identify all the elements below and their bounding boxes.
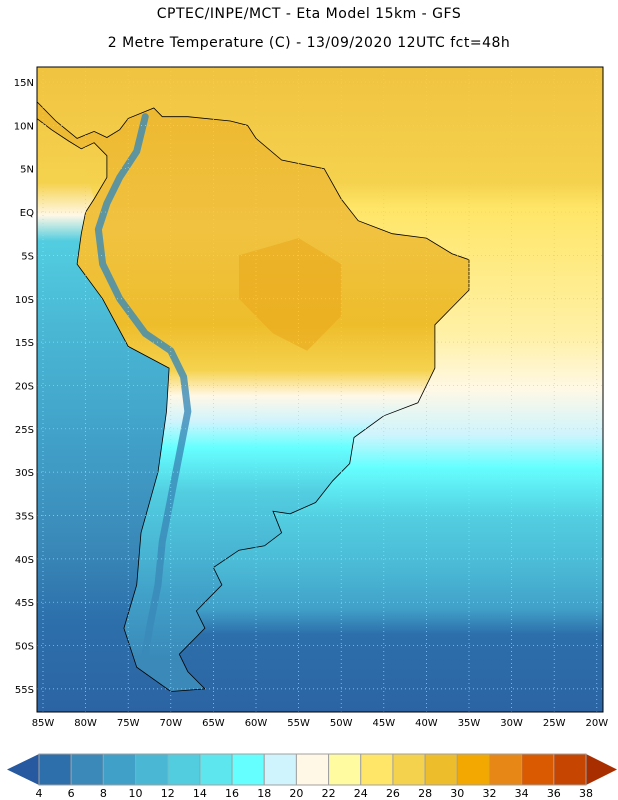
colorbar-swatch — [521, 753, 555, 786]
colorbar-tick-label: 4 — [36, 787, 43, 800]
colorbar-swatch — [263, 753, 297, 786]
colorbar-tick-label: 8 — [100, 787, 107, 800]
latitude-label: 15S — [15, 338, 34, 349]
longitude-label: 35W — [458, 718, 481, 729]
colorbar-swatch — [328, 753, 362, 786]
latitude-label: 55S — [15, 685, 34, 696]
colorbar-tick-label: 14 — [193, 787, 207, 800]
longitude-label: 85W — [32, 718, 55, 729]
colorbar-tick-label: 30 — [450, 787, 464, 800]
latitude-label: 30S — [15, 468, 34, 479]
longitude-label: 30W — [500, 718, 523, 729]
latitude-label: 10N — [14, 121, 34, 132]
chart-title: CPTEC/INPE/MCT - Eta Model 15km - GFS — [156, 6, 462, 22]
colorbar-under-arrow — [7, 754, 39, 785]
latitude-label: 45S — [15, 598, 34, 609]
colorbar-swatch — [456, 753, 490, 786]
latitude-label: 25S — [15, 425, 34, 436]
colorbar-tick-label: 6 — [68, 787, 75, 800]
longitude-label: 65W — [202, 718, 225, 729]
warm-core-region — [239, 238, 342, 351]
longitude-label: 20W — [585, 718, 608, 729]
colorbar-swatch — [295, 753, 330, 786]
latitude-label: 10S — [15, 295, 34, 306]
latitude-label: 5S — [21, 251, 34, 262]
colorbar-swatch — [231, 753, 265, 786]
latitude-label: 20S — [15, 381, 34, 392]
latitude-label: 50S — [15, 642, 34, 653]
longitude-label: 45W — [372, 718, 395, 729]
map-frame — [36, 66, 604, 713]
colorbar-swatch — [167, 753, 201, 786]
longitude-label: 80W — [74, 718, 97, 729]
map-area — [37, 67, 603, 712]
colorbar: 4 6 8 10 12 14 16 18 20 22 24 26 28 30 32 34 36 38 — [7, 753, 617, 800]
longitude-label: 55W — [287, 718, 310, 729]
colorbar-tick-label: 36 — [547, 787, 561, 800]
colorbar-tick-label: 38 — [579, 787, 593, 800]
colorbar-swatch — [488, 753, 523, 786]
longitude-label: 75W — [117, 718, 140, 729]
colorbar-tick-label: 28 — [418, 787, 432, 800]
andes-cold-band — [94, 113, 192, 658]
longitude-label: 60W — [245, 718, 268, 729]
longitude-label: 50W — [330, 718, 353, 729]
colorbar-tick-label: 26 — [386, 787, 400, 800]
colorbar-swatch — [102, 753, 137, 786]
colorbar-tick-label: 16 — [225, 787, 239, 800]
latitude-label: 15N — [14, 78, 34, 89]
longitude-label: 25W — [543, 718, 566, 729]
colorbar-tick-label: 22 — [322, 787, 336, 800]
colorbar-swatch — [360, 753, 394, 786]
colorbar-tick-label: 24 — [354, 787, 368, 800]
colorbar-swatch — [553, 753, 587, 786]
colorbar-tick-label: 34 — [515, 787, 529, 800]
colorbar-tick-label: 10 — [129, 787, 143, 800]
colorbar-swatch — [135, 753, 169, 786]
colorbar-tick-label: 12 — [161, 787, 175, 800]
colorbar-tick-label: 32 — [482, 787, 496, 800]
longitude-label: 70W — [159, 718, 182, 729]
colorbar-over-arrow — [586, 754, 617, 785]
chart-subtitle: 2 Metre Temperature (C) - 13/09/2020 12U… — [107, 35, 511, 51]
colorbar-swatch — [392, 753, 426, 786]
colorbar-swatch — [199, 753, 233, 786]
south-america-land — [37, 101, 470, 692]
latitude-label: 40S — [15, 555, 34, 566]
latitude-label: 35S — [15, 512, 34, 523]
colorbar-tick-label: 18 — [257, 787, 271, 800]
colorbar-swatch — [38, 753, 72, 786]
latitude-label: 5N — [20, 165, 34, 176]
colorbar-tick-label: 20 — [289, 787, 303, 800]
colorbar-swatch — [70, 753, 104, 786]
latitude-label: EQ — [20, 208, 34, 219]
longitude-label: 40W — [415, 718, 438, 729]
colorbar-swatch — [424, 753, 458, 786]
